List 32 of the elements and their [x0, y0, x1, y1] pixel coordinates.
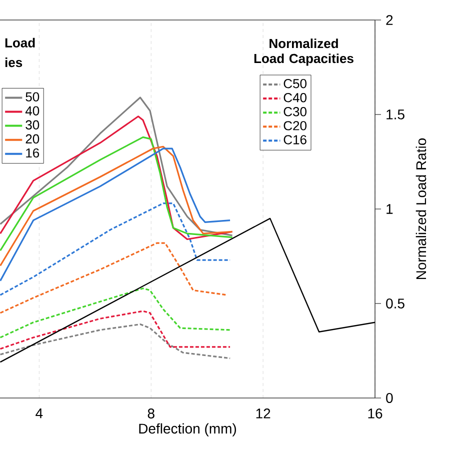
x-tick-label: 4 [36, 408, 43, 418]
legend-label: 30 [26, 120, 40, 130]
y-tick-label: 0.5 [386, 298, 404, 308]
legend-label: C40 [284, 93, 306, 102]
y-tick-label: 1.5 [386, 110, 404, 120]
legend-title: Normalized Load Capacities [254, 38, 354, 66]
x-tick-label: 12 [256, 408, 270, 418]
x-tick-label: 16 [368, 408, 382, 418]
legend-label: C16 [284, 135, 306, 144]
line-series [0, 202, 231, 296]
y-tick-label: 0 [386, 393, 393, 403]
line-series [0, 310, 231, 350]
legend-label: 50 [26, 92, 40, 102]
legend-label: C30 [284, 107, 306, 116]
line-series [0, 218, 376, 363]
annotation: Load [5, 38, 35, 48]
legend-label: 16 [26, 148, 40, 158]
legend-label: C50 [284, 79, 306, 88]
legend-label: 20 [26, 134, 40, 144]
annotation: ies [5, 58, 22, 68]
x-axis-title: Deflection (mm) [139, 423, 236, 436]
line-series [0, 116, 234, 240]
y-axis-title: Normalized Load Ratio [416, 138, 426, 280]
line-series [0, 242, 228, 314]
line-series [0, 136, 234, 252]
y-tick-label: 2 [386, 15, 393, 25]
line-series [0, 288, 231, 338]
y-tick-label: 1 [386, 204, 393, 214]
line-series [0, 323, 231, 360]
legend-label: 40 [25, 106, 40, 116]
legend-label: C20 [284, 121, 306, 130]
x-tick-label: 8 [148, 408, 154, 418]
